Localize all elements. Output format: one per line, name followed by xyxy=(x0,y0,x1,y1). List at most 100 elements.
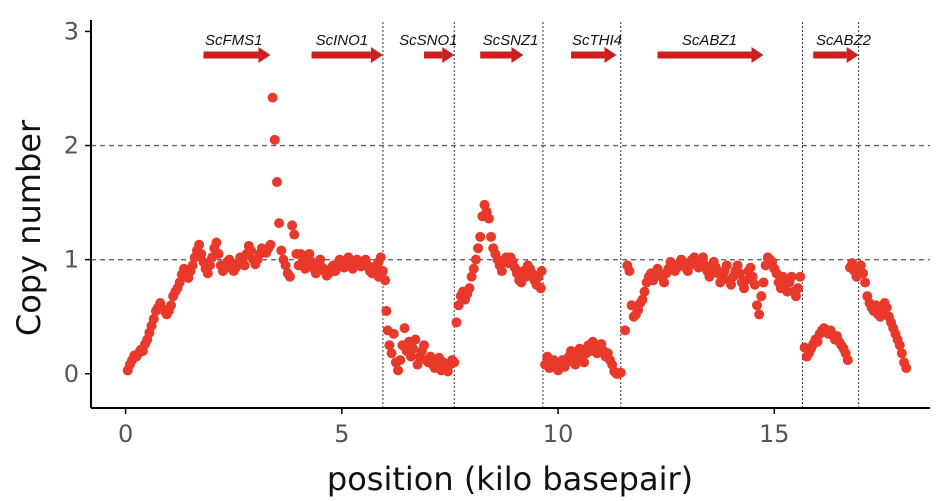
data-point xyxy=(475,231,486,242)
data-point xyxy=(464,283,475,294)
data-point xyxy=(697,252,708,263)
data-point xyxy=(395,355,406,366)
data-point xyxy=(659,277,670,288)
data-point xyxy=(239,260,250,271)
data-point xyxy=(812,336,823,347)
data-point xyxy=(213,248,224,259)
data-point xyxy=(739,283,750,294)
data-point xyxy=(451,317,462,328)
data-point xyxy=(412,359,423,370)
data-point xyxy=(855,260,866,271)
x-axis-title: position (kilo basepair) xyxy=(327,460,693,498)
data-point xyxy=(393,365,404,376)
data-point xyxy=(406,351,417,362)
data-point xyxy=(620,325,631,336)
data-point xyxy=(187,260,198,271)
data-point xyxy=(276,245,287,256)
gene-label: ScABZ2 xyxy=(816,32,872,49)
data-point xyxy=(284,271,295,282)
data-point xyxy=(896,348,907,359)
data-point xyxy=(246,245,257,256)
data-point xyxy=(304,248,315,259)
data-point xyxy=(637,294,648,305)
data-point xyxy=(204,260,215,271)
data-point xyxy=(639,286,650,297)
data-point xyxy=(786,271,797,282)
gene-label: ScSNZ1 xyxy=(483,32,539,49)
data-point xyxy=(483,213,494,224)
data-point xyxy=(615,367,626,378)
data-point xyxy=(399,323,410,334)
data-point xyxy=(901,363,912,374)
gene-arrow-shaft xyxy=(813,51,847,59)
data-point xyxy=(535,283,546,294)
data-point xyxy=(194,239,205,250)
data-point xyxy=(271,177,282,188)
gene-arrow-shaft xyxy=(657,51,752,59)
x-tick-label: 0 xyxy=(118,420,133,448)
data-point xyxy=(289,229,300,240)
data-point xyxy=(752,300,763,311)
data-point xyxy=(310,268,321,279)
data-point xyxy=(300,263,311,274)
data-point xyxy=(295,248,306,259)
data-point xyxy=(380,275,391,286)
data-point xyxy=(754,309,765,320)
data-point xyxy=(732,260,743,271)
data-point xyxy=(287,220,298,231)
data-point xyxy=(148,313,159,324)
gene-arrow-head xyxy=(846,47,859,63)
data-point xyxy=(496,266,507,277)
y-axis-title: Copy number xyxy=(10,119,48,336)
data-point xyxy=(425,351,436,362)
data-point xyxy=(570,359,581,370)
data-point xyxy=(381,306,392,316)
data-point xyxy=(894,340,905,351)
data-point xyxy=(265,239,276,250)
gene-arrow-head xyxy=(604,47,617,63)
data-point xyxy=(174,277,185,288)
gene-arrow-head xyxy=(511,47,524,63)
data-point xyxy=(384,340,395,351)
gene-label: ScFMS1 xyxy=(205,32,263,49)
y-tick-label: 0 xyxy=(64,360,79,388)
data-point xyxy=(758,277,769,288)
data-point xyxy=(566,345,577,356)
gene-arrow-shaft xyxy=(424,51,443,59)
data-point xyxy=(473,243,484,254)
gene-label: ScABZ1 xyxy=(682,32,737,49)
data-point xyxy=(419,340,430,351)
data-point xyxy=(375,252,386,263)
x-tick-label: 10 xyxy=(543,420,574,448)
data-point xyxy=(470,254,481,265)
segment-boundaries xyxy=(382,22,860,408)
data-point xyxy=(466,271,477,282)
x-tick-label: 15 xyxy=(759,420,790,448)
axes: 0 1 2 3 0 5 10 15 xyxy=(64,17,930,448)
data-point xyxy=(847,258,858,269)
data-point xyxy=(624,266,635,277)
data-point xyxy=(536,266,547,277)
gene-arrow-shaft xyxy=(571,51,605,59)
data-point xyxy=(269,134,280,145)
x-tick-label: 5 xyxy=(334,420,349,448)
data-point xyxy=(795,271,806,282)
gene-arrow-head xyxy=(751,47,764,63)
data-point xyxy=(721,260,732,271)
data-point xyxy=(726,279,737,290)
y-tick-label: 1 xyxy=(64,246,79,274)
data-point xyxy=(436,365,447,376)
data-point xyxy=(449,357,460,368)
data-point xyxy=(388,328,399,339)
data-point xyxy=(280,260,291,271)
data-point xyxy=(745,262,756,273)
data-point xyxy=(453,300,464,311)
gene-label: ScINO1 xyxy=(316,32,369,49)
data-point xyxy=(790,291,801,302)
data-point xyxy=(274,218,285,229)
data-point xyxy=(881,302,892,313)
gene-label: ScSNO1 xyxy=(399,32,457,49)
data-point xyxy=(267,92,278,103)
data-point xyxy=(756,291,767,302)
